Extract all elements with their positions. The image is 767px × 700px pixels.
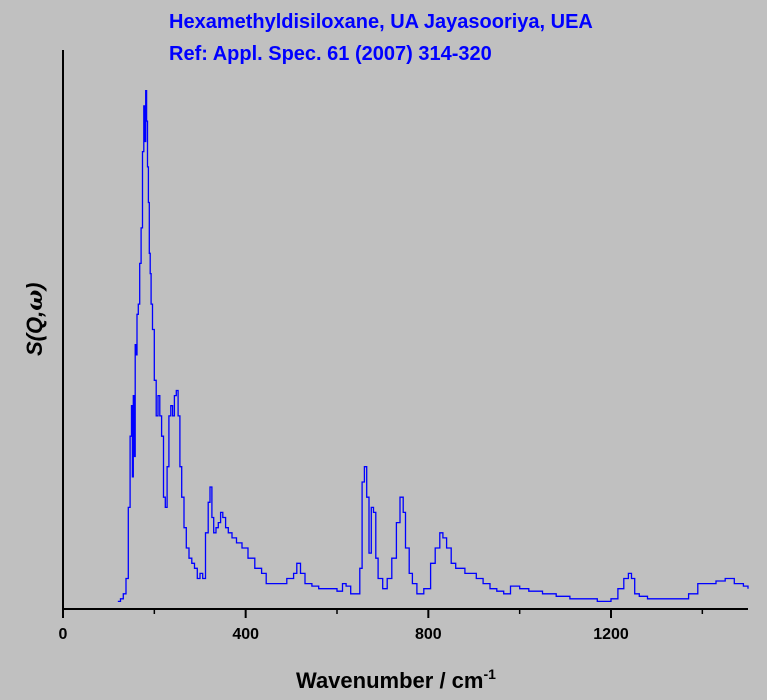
spectrum-line: [117, 90, 749, 603]
x-axis-label: Wavenumber / cm-1: [296, 666, 496, 693]
chart-title: Hexamethyldisiloxane, UA Jayasooriya, UE…: [169, 11, 593, 33]
x-axis-ticks: 0 400 800 1200: [59, 609, 704, 643]
x-tick-label: 1200: [593, 626, 629, 643]
x-tick-label: 400: [232, 626, 259, 643]
x-tick-label: 800: [415, 626, 442, 643]
x-axis-label-superscript: -1: [483, 666, 496, 682]
y-axis-label: S(Q,ω): [22, 282, 48, 356]
x-tick-label: 0: [59, 626, 68, 643]
plot-area: [117, 90, 749, 603]
chart-subtitle: Ref: Appl. Spec. 61 (2007) 314-320: [169, 43, 492, 65]
